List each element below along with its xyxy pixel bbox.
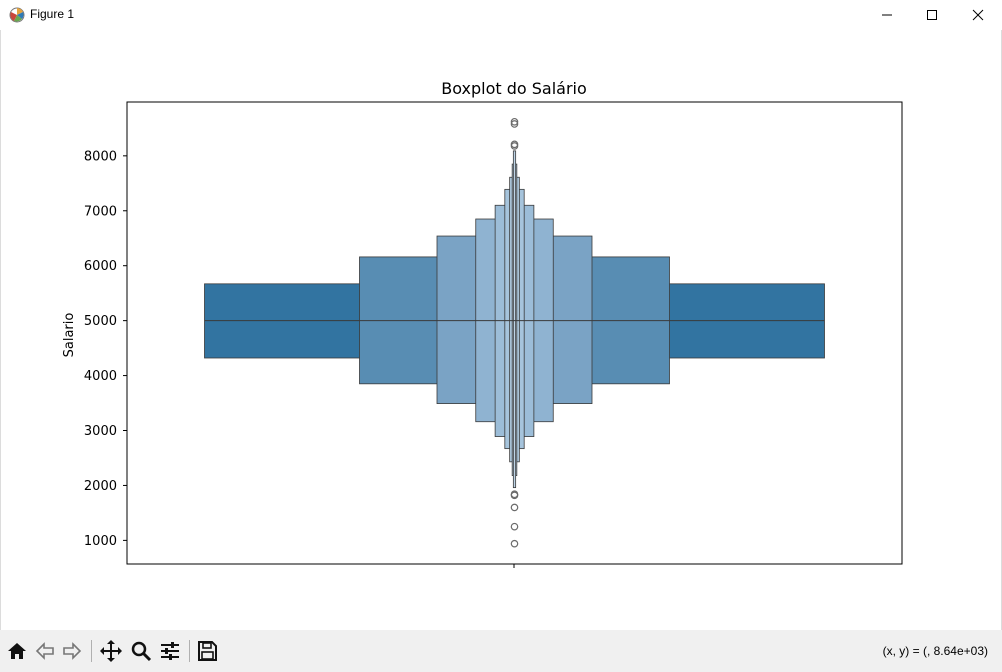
outlier-point	[510, 503, 519, 512]
figure-canvas[interactable]: Boxplot do Salário Salario 1000 2000 3000 4…	[0, 30, 1002, 630]
boxen-level-box	[512, 150, 517, 489]
outlier-point	[510, 522, 519, 531]
boxen-levels	[204, 150, 825, 489]
pan-button[interactable]	[98, 638, 124, 664]
outlier-point	[510, 117, 519, 126]
y-tick-label: 5000	[84, 314, 117, 329]
chart-title: Boxplot do Salário	[441, 79, 587, 98]
save-button[interactable]	[194, 638, 220, 664]
pan-icon	[100, 640, 122, 662]
zoom-button[interactable]	[128, 638, 154, 664]
cursor-coordinates: (x, y) = (, 8.64e+03)	[882, 644, 988, 658]
maximize-button[interactable]	[909, 0, 955, 30]
toolbar-separator	[189, 640, 190, 662]
navigation-toolbar: (x, y) = (, 8.64e+03)	[0, 630, 1002, 672]
outlier-point	[510, 491, 519, 500]
outlier-point	[510, 120, 519, 128]
outlier-point	[510, 539, 519, 548]
y-axis-label: Salario	[62, 313, 77, 358]
configure-subplots-icon	[161, 642, 179, 660]
zoom-icon	[131, 641, 152, 662]
configure-subplots-button[interactable]	[157, 638, 183, 664]
minimize-button[interactable]	[864, 0, 910, 30]
window-title: Figure 1	[30, 7, 75, 21]
minimize-icon	[882, 14, 892, 16]
back-button[interactable]	[32, 638, 58, 664]
y-tick-label: 4000	[84, 369, 117, 384]
y-tick-label: 7000	[84, 204, 117, 219]
y-tick-label: 2000	[84, 479, 117, 494]
back-arrow-icon	[35, 642, 54, 660]
forward-arrow-icon	[63, 642, 82, 660]
title-bar: Figure 1	[0, 0, 1002, 30]
y-tick-label: 6000	[84, 259, 117, 274]
close-button[interactable]	[955, 0, 1001, 30]
outlier-points	[510, 117, 519, 548]
maximize-icon	[927, 10, 937, 20]
boxen-chart: Boxplot do Salário Salario 1000 2000 3000 4…	[62, 79, 903, 568]
matplotlib-logo-icon	[9, 7, 25, 23]
home-button[interactable]	[4, 638, 30, 664]
y-axis-ticks: 1000 2000 3000 4000 5000 6000 7000 8000	[84, 149, 127, 549]
outlier-point	[510, 142, 519, 150]
y-tick-label: 3000	[84, 424, 117, 439]
save-icon	[198, 641, 217, 661]
y-tick-label: 8000	[84, 149, 117, 164]
toolbar-separator	[91, 640, 92, 662]
forward-button[interactable]	[59, 638, 85, 664]
close-icon	[972, 9, 984, 21]
home-icon	[8, 643, 26, 659]
y-tick-label: 1000	[84, 534, 117, 549]
